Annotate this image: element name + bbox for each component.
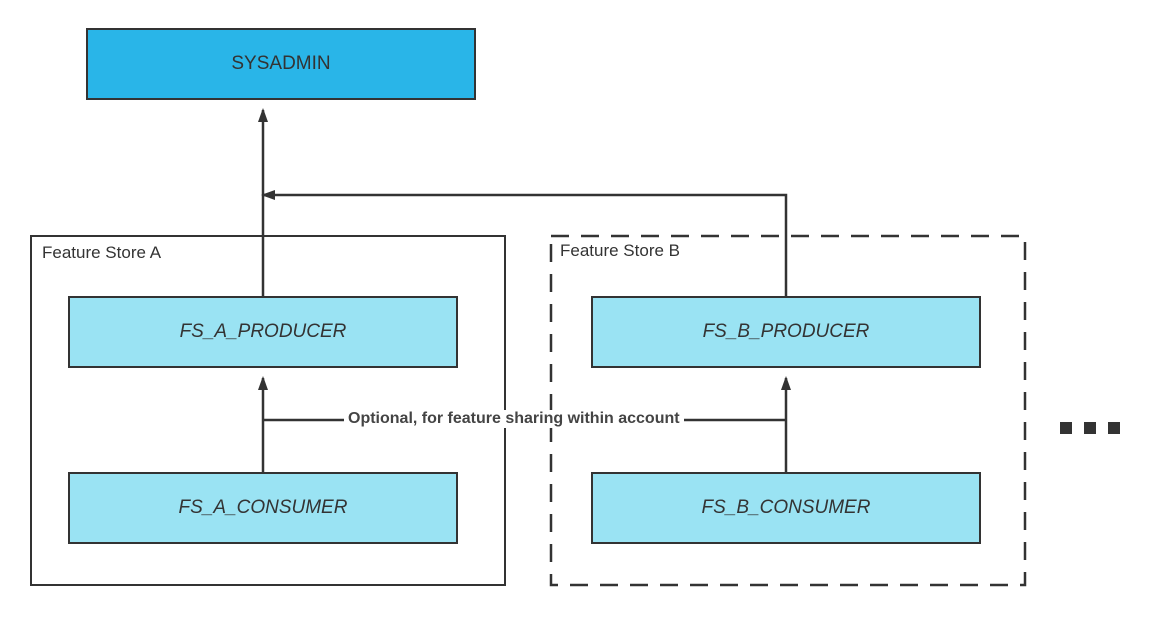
node-fs-a-consumer-label: FS_A_CONSUMER (179, 497, 348, 519)
node-fs-b-consumer-label: FS_B_CONSUMER (702, 497, 871, 519)
node-fs-b-producer-label: FS_B_PRODUCER (703, 321, 870, 343)
ellipsis-dot (1108, 422, 1120, 434)
node-fs-a-producer: FS_A_PRODUCER (68, 296, 458, 368)
node-fs-b-consumer: FS_B_CONSUMER (591, 472, 981, 544)
node-fs-a-producer-label: FS_A_PRODUCER (180, 321, 347, 343)
node-fs-b-producer: FS_B_PRODUCER (591, 296, 981, 368)
ellipsis-icon (1060, 422, 1120, 434)
group-label-a: Feature Store A (42, 243, 161, 263)
edge-label-optional: Optional, for feature sharing within acc… (344, 410, 684, 428)
node-fs-a-consumer: FS_A_CONSUMER (68, 472, 458, 544)
ellipsis-dot (1084, 422, 1096, 434)
feature-store-diagram: Feature Store A Feature Store B SYSADMIN… (0, 0, 1162, 618)
node-sysadmin-label: SYSADMIN (231, 53, 330, 75)
group-label-b: Feature Store B (560, 241, 680, 261)
node-sysadmin: SYSADMIN (86, 28, 476, 100)
ellipsis-dot (1060, 422, 1072, 434)
